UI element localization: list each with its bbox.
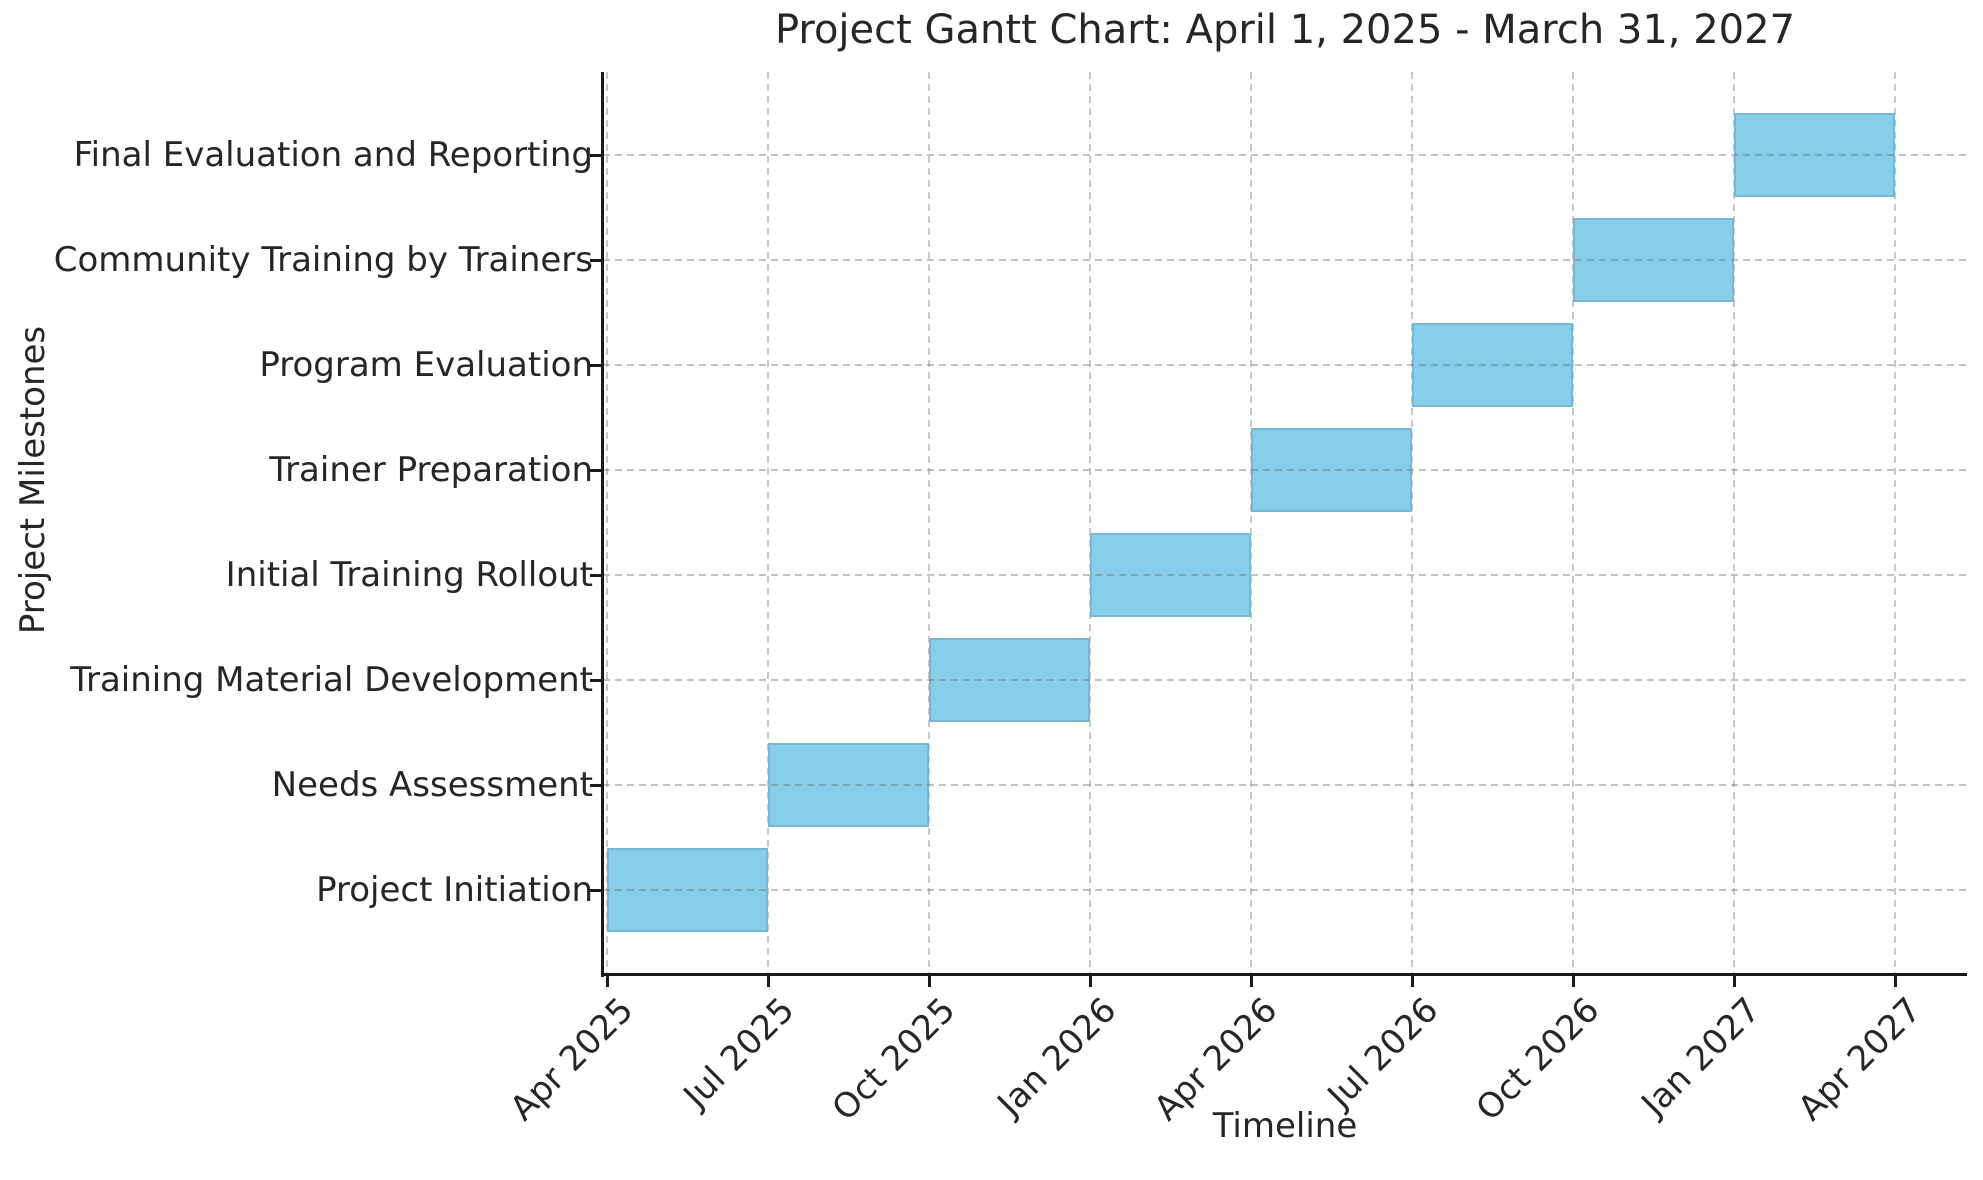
v-gridline bbox=[1250, 72, 1252, 973]
gantt-bar bbox=[1090, 533, 1251, 617]
gantt-bar bbox=[1251, 428, 1412, 512]
y-tick-mark bbox=[590, 573, 601, 577]
h-gridline bbox=[603, 469, 1967, 471]
x-tick-label: Jul 2026 bbox=[1320, 990, 1447, 1117]
v-gridline bbox=[606, 72, 608, 973]
v-gridline bbox=[1572, 72, 1574, 973]
y-tick-label: Program Evaluation bbox=[259, 345, 593, 385]
h-gridline bbox=[603, 784, 1967, 786]
chart-title: Project Gantt Chart: April 1, 2025 - Mar… bbox=[774, 7, 1796, 53]
x-tick-label: Apr 2026 bbox=[1146, 990, 1286, 1129]
x-tick-label: Oct 2025 bbox=[824, 990, 964, 1129]
v-gridline bbox=[767, 72, 769, 973]
y-tick-mark bbox=[590, 678, 601, 682]
y-tick-label: Training Material Development bbox=[70, 660, 593, 700]
x-tick-mark bbox=[1249, 976, 1253, 987]
y-tick-label: Project Initiation bbox=[316, 870, 593, 910]
h-gridline bbox=[603, 574, 1967, 576]
x-tick-mark bbox=[1571, 976, 1575, 987]
y-tick-mark bbox=[590, 888, 601, 892]
y-tick-mark bbox=[590, 363, 601, 367]
gantt-bar bbox=[1412, 323, 1573, 407]
y-axis-line bbox=[601, 72, 604, 977]
y-tick-label: Initial Training Rollout bbox=[225, 555, 593, 595]
x-tick-label: Jan 2026 bbox=[990, 990, 1125, 1125]
y-tick-label: Needs Assessment bbox=[271, 765, 593, 805]
v-gridline bbox=[1089, 72, 1091, 973]
gantt-bar bbox=[1573, 218, 1734, 302]
gantt-bar bbox=[929, 638, 1090, 722]
h-gridline bbox=[603, 259, 1967, 261]
x-axis-line bbox=[603, 973, 1967, 976]
v-gridline bbox=[1894, 72, 1896, 973]
x-tick-mark bbox=[927, 976, 931, 987]
x-tick-label: Jan 2027 bbox=[1634, 990, 1769, 1125]
x-tick-mark bbox=[605, 976, 609, 987]
x-axis-title: Timeline bbox=[1212, 1106, 1358, 1146]
y-tick-mark bbox=[590, 153, 601, 157]
x-tick-label: Jul 2025 bbox=[676, 990, 803, 1117]
y-tick-mark bbox=[590, 258, 601, 262]
gantt-bar bbox=[607, 848, 768, 932]
x-tick-mark bbox=[1410, 976, 1414, 987]
x-tick-label: Apr 2027 bbox=[1790, 990, 1930, 1129]
gantt-bar bbox=[768, 743, 929, 827]
y-tick-label: Trainer Preparation bbox=[269, 450, 593, 490]
v-gridline bbox=[928, 72, 930, 973]
gantt-bar bbox=[1734, 113, 1895, 197]
h-gridline bbox=[603, 889, 1967, 891]
x-tick-mark bbox=[1088, 976, 1092, 987]
y-tick-mark bbox=[590, 468, 601, 472]
y-tick-mark bbox=[590, 783, 601, 787]
y-tick-label: Final Evaluation and Reporting bbox=[73, 135, 593, 175]
h-gridline bbox=[603, 364, 1967, 366]
x-tick-label: Apr 2025 bbox=[502, 990, 642, 1129]
x-tick-mark bbox=[766, 976, 770, 987]
x-tick-mark bbox=[1893, 976, 1897, 987]
y-tick-label: Community Training by Trainers bbox=[53, 240, 593, 280]
x-tick-label: Oct 2026 bbox=[1468, 990, 1608, 1129]
v-gridline bbox=[1733, 72, 1735, 973]
v-gridline bbox=[1411, 72, 1413, 973]
h-gridline bbox=[603, 679, 1967, 681]
h-gridline bbox=[603, 154, 1967, 156]
x-tick-mark bbox=[1732, 976, 1736, 987]
